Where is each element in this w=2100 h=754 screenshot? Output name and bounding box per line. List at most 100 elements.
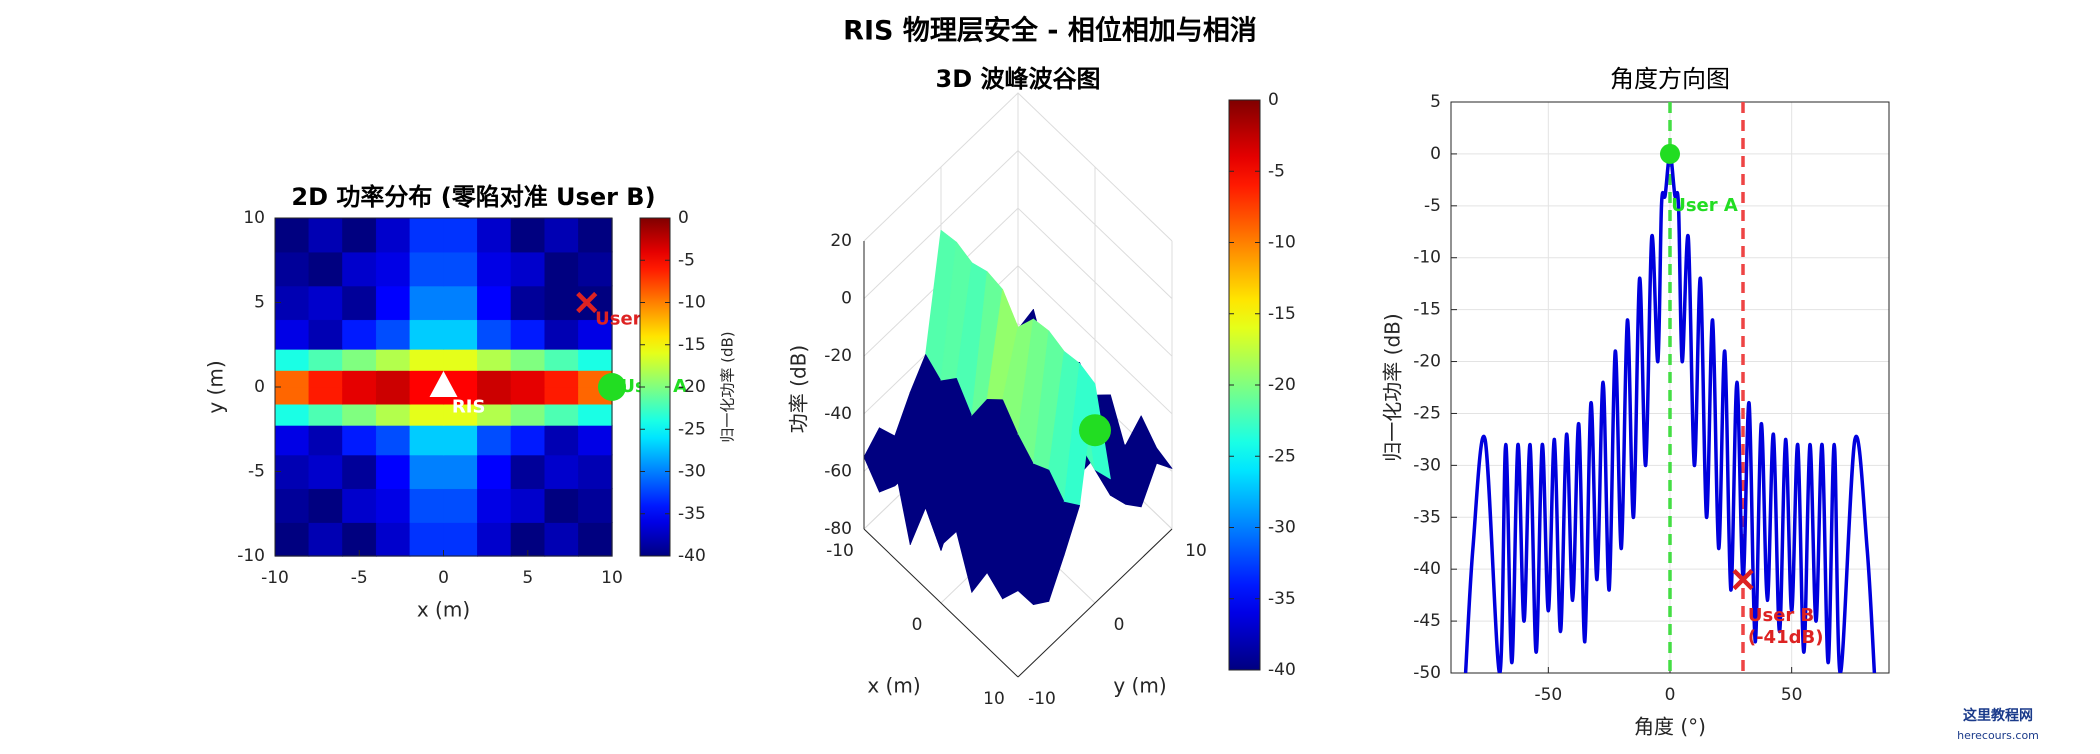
heatmap-cell (443, 522, 478, 557)
colorbar-tick-label: -30 (1268, 518, 1296, 538)
heatmap-cell (308, 454, 344, 490)
heatmap-cell (308, 488, 344, 523)
heatmap-cell (578, 522, 613, 557)
heatmap-cell (477, 285, 512, 321)
colorbar-tick-label: -10 (678, 293, 706, 313)
heatmap-cell (308, 424, 344, 456)
heatmap-cell (274, 403, 310, 426)
heatmap-cell (443, 348, 478, 371)
colorbar-label: 归一化功率 (dB) (719, 331, 737, 442)
heatmap-cell (477, 251, 512, 287)
heatmap-cell (375, 285, 411, 321)
heatmap-cell (274, 251, 310, 287)
y-tick-label: 5 (254, 293, 265, 313)
y-axis-label: 归一化功率 (dB) (1381, 313, 1405, 461)
heatmap-cell (443, 217, 478, 253)
colorbar-tick-label: -20 (1268, 375, 1296, 395)
chart-title: 3D 波峰波谷图 (936, 65, 1101, 93)
heatmap-cell (342, 217, 377, 253)
heatmap-cell (375, 369, 411, 388)
heatmap-cell (375, 403, 411, 426)
z-axis-label: 功率 (dB) (787, 345, 811, 433)
heatmap-cell (510, 424, 546, 456)
annotation: (-41dB) (1748, 627, 1824, 648)
heatmap-cell (342, 348, 377, 371)
heatmap-cell (409, 217, 445, 253)
z-tick-label: 20 (830, 231, 852, 251)
heatmap-cell (375, 217, 411, 253)
heatmap-cell (308, 319, 344, 350)
colorbar-tick-label: 0 (678, 208, 689, 228)
heatmap-cell (342, 251, 377, 287)
y-tick-label: 0 (254, 377, 265, 397)
chart-title: 角度方向图 (1610, 65, 1730, 93)
x-axis (863, 528, 1019, 678)
heatmap-cell (544, 369, 579, 388)
heatmap-cell (409, 251, 445, 287)
heatmap-cell (308, 251, 344, 287)
z-tick-label: -40 (824, 404, 852, 424)
heatmap-cell (578, 348, 613, 371)
x-tick-label: -50 (1534, 685, 1562, 705)
heatmap-cell (375, 424, 411, 456)
heatmap-cell (274, 369, 310, 388)
colorbar-tick-label: -25 (1268, 446, 1296, 466)
y-tick-label: -10 (1413, 248, 1441, 268)
heatmap-cell (274, 386, 310, 405)
heatmap-cell (578, 319, 613, 350)
heatmap-cell (477, 319, 512, 350)
heatmap-cell (342, 488, 377, 523)
y-tick-label: 10 (243, 208, 265, 228)
heatmap-cell (443, 251, 478, 287)
heatmap-cell (443, 454, 478, 490)
heatmap-cell (409, 454, 445, 490)
y-tick-label: -10 (237, 546, 265, 566)
heatmap-cell (578, 217, 613, 253)
heatmap-cell (510, 386, 546, 405)
colorbar-tick-label: -5 (1268, 161, 1285, 181)
x-axis-label: x (m) (867, 674, 920, 698)
annotation: User A (1671, 195, 1738, 216)
heatmap-cell (544, 522, 579, 557)
heatmap-cell (578, 251, 613, 287)
annotation: RIS (452, 396, 486, 417)
chart-title: 2D 功率分布 (零陷对准 User B) (291, 183, 655, 211)
x-tick-label: 0 (438, 568, 449, 588)
heatmap-cell (342, 424, 377, 456)
y-tick-label: -25 (1413, 403, 1441, 423)
y-tick-label: 10 (1185, 541, 1207, 561)
annotation: User B (1748, 605, 1814, 626)
heatmap-cell (375, 348, 411, 371)
marker (1732, 568, 1754, 591)
heatmap-cell (308, 285, 344, 321)
heatmap-cell (342, 454, 377, 490)
heatmap-cell (510, 488, 546, 523)
heatmap-cell (510, 217, 546, 253)
z-tick-label: -60 (824, 461, 852, 481)
heatmap-cell (375, 454, 411, 490)
heatmap-cell (477, 454, 512, 490)
heatmap-cell (308, 386, 344, 405)
heatmap-cell (477, 217, 512, 253)
colorbar-tick-label: -35 (678, 504, 706, 524)
heatmap-cell (443, 319, 478, 350)
heatmap-cell (409, 319, 445, 350)
colorbar-tick-label: 0 (1268, 90, 1279, 110)
heatmap-cell (443, 488, 478, 523)
colorbar-tick-label: -20 (678, 377, 706, 397)
colorbar (1228, 99, 1261, 671)
heatmap-cell (274, 522, 310, 557)
colorbar-tick-label: -30 (678, 462, 706, 482)
heatmap-cell (443, 285, 478, 321)
heatmap-cell (544, 424, 579, 456)
heatmap-cell (342, 403, 377, 426)
x-tick-label: 0 (1665, 685, 1676, 705)
heatmap-cell (409, 285, 445, 321)
heatmap-cell (308, 348, 344, 371)
heatmap-cell (544, 319, 579, 350)
x-tick-label: 50 (1781, 685, 1803, 705)
z-tick-label: -80 (824, 519, 852, 539)
heatmap-cell (375, 251, 411, 287)
x-tick-label: -5 (351, 568, 368, 588)
y-tick-label: -40 (1413, 559, 1441, 579)
